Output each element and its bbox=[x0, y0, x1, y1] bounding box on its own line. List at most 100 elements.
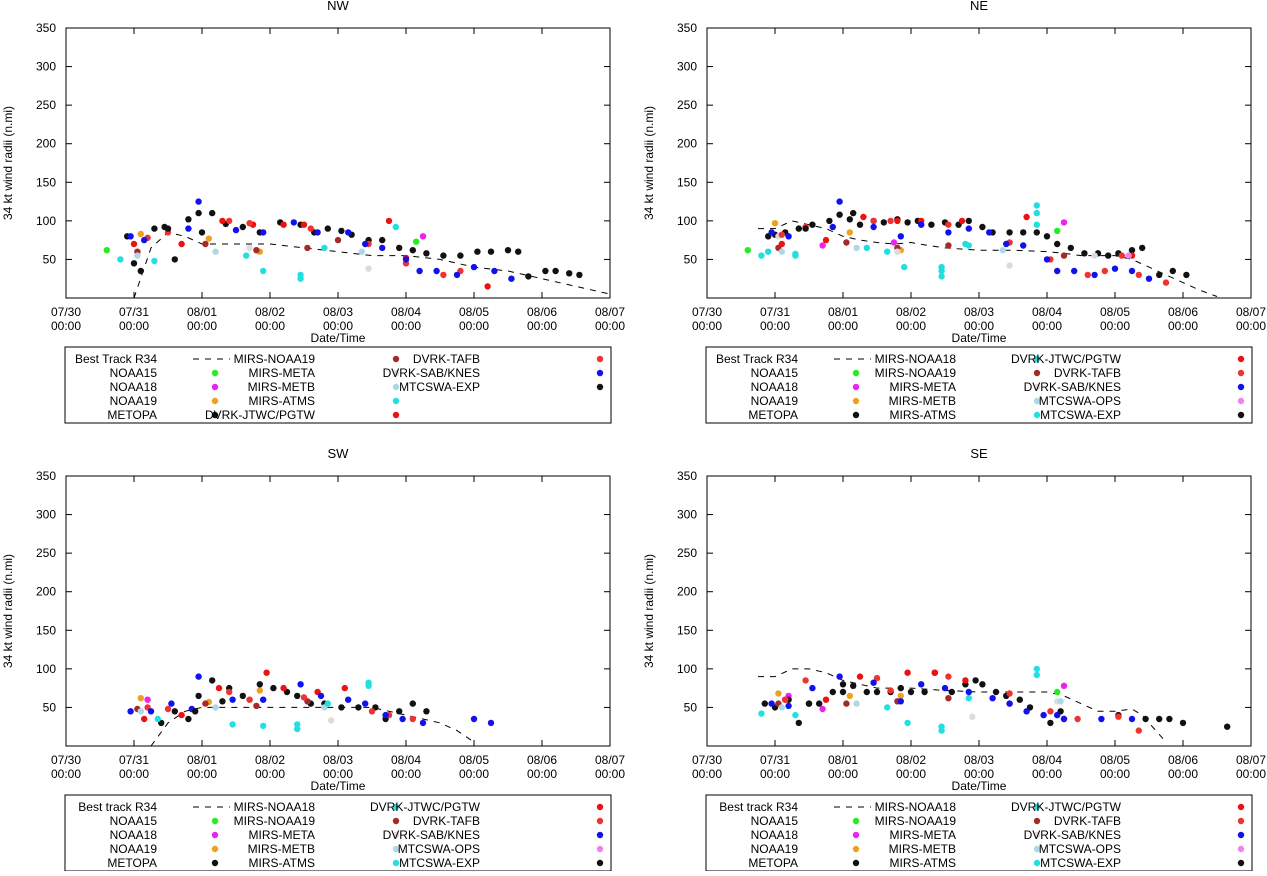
x-tick-date-label: 08/05 bbox=[1100, 753, 1130, 767]
data-point-dvrk-sab-knes bbox=[768, 229, 775, 236]
data-point-dvrk-tafb bbox=[887, 217, 894, 225]
data-point-metopa bbox=[423, 708, 430, 715]
data-point-dvrk-sab-knes bbox=[965, 688, 972, 696]
data-point-dvrk-sab-knes bbox=[897, 233, 904, 240]
legend-label: MTCSWA-EXP bbox=[399, 380, 480, 394]
data-point-dvrk-sab-knes bbox=[1128, 267, 1136, 275]
data-point-dvrk-sab-knes bbox=[453, 271, 461, 279]
legend-dot-symbol bbox=[852, 831, 860, 839]
y-tick-label: 250 bbox=[677, 98, 697, 112]
data-point-dvrk-sab-knes bbox=[345, 696, 352, 703]
data-point-mirs-noaa19 bbox=[945, 695, 952, 702]
legend-dot-symbol bbox=[852, 383, 860, 391]
y-tick-label: 350 bbox=[677, 21, 697, 35]
data-point-metopa bbox=[795, 225, 802, 232]
data-point-dvrk-tafb bbox=[300, 694, 308, 701]
legend-dot-symbol bbox=[596, 859, 604, 867]
x-tick-date-label: 08/06 bbox=[1168, 305, 1198, 319]
legend-dot-symbol bbox=[1237, 859, 1245, 867]
x-tick-date-label: 08/05 bbox=[459, 753, 489, 767]
data-point-metopa bbox=[965, 217, 972, 225]
data-point-metopa bbox=[1067, 244, 1074, 252]
data-point-dvrk-sab-knes bbox=[1054, 711, 1061, 719]
data-point-mirs-atms bbox=[294, 725, 301, 733]
legend-label: DVRK-JTWC/PGTW bbox=[370, 800, 481, 814]
data-point-dvrk-sab-knes bbox=[1023, 708, 1030, 715]
data-point-metopa bbox=[130, 260, 138, 267]
data-point-noaa18 bbox=[1060, 219, 1068, 226]
data-point-dvrk-sab-knes bbox=[1020, 242, 1027, 249]
data-point-dvrk-sab-knes bbox=[1091, 271, 1098, 279]
data-point-mirs-meta bbox=[1006, 262, 1013, 269]
chart-panel-sw: SW5010015020025030035007/3000:0007/3100:… bbox=[1, 446, 625, 872]
data-point-dvrk-sab-knes bbox=[185, 225, 192, 232]
y-axis-label: 34 kt wind radii (n.mi) bbox=[1, 106, 15, 220]
x-tick-time-label: 00:00 bbox=[187, 319, 217, 333]
data-point-dvrk-jtwc-pgtw bbox=[778, 240, 785, 248]
data-point-metopa bbox=[396, 708, 403, 715]
data-point-metopa bbox=[487, 248, 495, 255]
legend-label: MIRS-NOAA19 bbox=[234, 814, 316, 828]
data-point-dvrk-sab-knes bbox=[986, 229, 993, 236]
data-point-dvrk-jtwc-pgtw bbox=[341, 684, 348, 692]
data-point-dvrk-jtwc-pgtw bbox=[280, 684, 287, 692]
data-point-noaa18 bbox=[1060, 682, 1068, 689]
x-tick-date-label: 07/31 bbox=[760, 305, 790, 319]
data-point-dvrk-sab-knes bbox=[1043, 256, 1051, 263]
data-point-dvrk-tafb bbox=[1115, 713, 1122, 720]
data-point-metopa bbox=[921, 688, 928, 696]
data-point-mirs-metb bbox=[358, 248, 365, 255]
data-point-metopa bbox=[856, 221, 864, 228]
x-tick-time-label: 00:00 bbox=[1168, 319, 1198, 333]
legend-dot-symbol bbox=[1033, 845, 1041, 853]
data-point-mirs-meta bbox=[246, 244, 253, 252]
legend-label: DVRK-SAB/KNES bbox=[383, 828, 480, 842]
data-point-dvrk-tafb bbox=[164, 705, 172, 713]
data-point-metopa bbox=[850, 682, 857, 689]
x-tick-time-label: 00:00 bbox=[391, 319, 421, 333]
data-point-metopa bbox=[409, 247, 416, 254]
data-point-metopa bbox=[1224, 723, 1231, 730]
legend-label: MIRS-META bbox=[890, 828, 956, 842]
x-tick-time-label: 00:00 bbox=[828, 319, 858, 333]
legend-label: MTCSWA-OPS bbox=[398, 842, 480, 856]
data-point-metopa bbox=[525, 273, 532, 280]
data-point-mirs-atms bbox=[321, 244, 328, 252]
x-tick-date-label: 08/07 bbox=[1236, 753, 1266, 767]
y-tick-label: 150 bbox=[677, 623, 697, 637]
x-tick-time-label: 00:00 bbox=[323, 319, 353, 333]
y-tick-label: 250 bbox=[677, 546, 697, 560]
legend-dot-symbol bbox=[596, 831, 604, 839]
data-point-mirs-noaa19 bbox=[253, 247, 260, 254]
legend-dot-symbol bbox=[1033, 859, 1041, 867]
x-tick-date-label: 08/07 bbox=[595, 753, 625, 767]
best-track-line bbox=[133, 231, 611, 299]
data-point-noaa15 bbox=[1054, 688, 1061, 696]
data-point-dvrk-sab-knes bbox=[127, 708, 134, 715]
data-point-mirs-metb bbox=[778, 248, 785, 255]
data-point-dvrk-jtwc-pgtw bbox=[130, 240, 138, 248]
y-tick-label: 150 bbox=[36, 623, 56, 637]
data-point-metopa bbox=[1016, 696, 1023, 703]
data-point-metopa bbox=[809, 221, 816, 228]
legend-dot-symbol bbox=[596, 355, 604, 363]
data-point-mirs-noaa18 bbox=[1033, 202, 1040, 209]
data-point-metopa bbox=[409, 700, 416, 707]
data-point-metopa bbox=[1183, 271, 1190, 279]
data-point-dvrk-sab-knes bbox=[785, 702, 792, 710]
data-point-metopa bbox=[972, 677, 979, 684]
x-tick-time-label: 00:00 bbox=[391, 767, 421, 781]
legend-label: MIRS-METB bbox=[889, 394, 956, 408]
data-point-metopa bbox=[566, 270, 573, 277]
y-tick-label: 100 bbox=[677, 662, 697, 676]
data-point-dvrk-jtwc-pgtw bbox=[904, 669, 911, 676]
legend-dot-symbol bbox=[392, 397, 400, 405]
data-point-noaa18 bbox=[890, 239, 898, 246]
data-point-metopa bbox=[897, 684, 904, 692]
legend-label: METOPA bbox=[748, 856, 798, 870]
y-tick-label: 250 bbox=[36, 546, 56, 560]
data-point-dvrk-jtwc-pgtw bbox=[141, 715, 148, 723]
data-point-mtcswa-exp bbox=[198, 229, 206, 236]
best-track-line bbox=[758, 220, 1218, 297]
